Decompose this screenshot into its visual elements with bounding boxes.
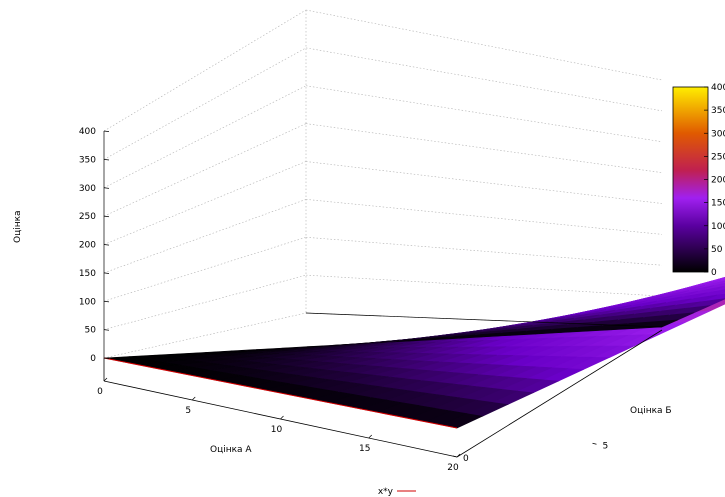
colorbox-gradient (672, 86, 709, 273)
grid-line (305, 161, 663, 204)
x-tick-label: 15 (359, 444, 370, 454)
x-tick-label: 10 (271, 425, 283, 435)
colorbox-tick-label: 100 (711, 222, 725, 232)
grid-line (305, 236, 663, 266)
x-tick-mark (192, 396, 196, 401)
z-tick-mark (103, 357, 110, 359)
z-tick-mark (103, 187, 110, 189)
grid-line (305, 9, 663, 81)
y-tick-label: 5 (603, 441, 609, 451)
z-tick-mark (103, 272, 110, 274)
colorbox: 0 50 100 150 200 250 300 350 400 (672, 83, 725, 278)
surface-edge-line (103, 357, 458, 429)
z-tick-mark (103, 300, 110, 303)
grid-line (103, 236, 307, 302)
y-tick-label: 0 (463, 454, 469, 464)
z-tick-label: 100 (79, 297, 96, 307)
z-tick-mark (103, 130, 110, 132)
grid-line (103, 123, 307, 217)
grid-line (103, 85, 307, 189)
y-tick-mark (592, 442, 597, 445)
legend-label: x*y (378, 487, 394, 497)
z-tick-label: 350 (79, 155, 96, 165)
x-tick-mark (280, 415, 284, 420)
grid-line (305, 199, 663, 235)
colorbox-tick-label: 400 (711, 83, 725, 93)
grid-line (103, 274, 307, 330)
z-axis-label: Оцінка (13, 210, 23, 243)
grid-line (305, 47, 663, 112)
colorbox-tick-label: 350 (711, 106, 725, 116)
z-tick-label: 250 (79, 212, 96, 222)
x-tick-label: 5 (185, 406, 191, 416)
grid-line (103, 199, 307, 274)
grid-lines (103, 9, 663, 359)
z-tick-mark (103, 329, 110, 331)
x-tick-mark (368, 434, 372, 439)
z-tick-mark (103, 159, 110, 161)
x-tick-mark (456, 453, 461, 458)
grid-line (103, 161, 307, 245)
grid-line (103, 9, 307, 132)
y-axis-label: Оцінка Б (630, 406, 672, 416)
z-tick-label: 200 (79, 241, 96, 251)
z-tick-label: 0 (90, 354, 96, 364)
x-tick-mark (103, 377, 108, 382)
y-axis-line (456, 329, 663, 458)
x-axis-label: Оцінка А (210, 445, 252, 455)
colorbox-tick-label: 200 (711, 176, 725, 186)
colorbox-tick-label: 150 (711, 199, 725, 209)
grid-line (103, 47, 307, 160)
grid-line (103, 312, 307, 359)
z-tick-label: 150 (79, 269, 96, 279)
back-floor-edge (305, 312, 663, 328)
colorbox-tick-label: 250 (711, 152, 725, 162)
colorbox-ticks: 0 50 100 150 200 250 300 350 400 (704, 83, 725, 278)
grid-line (305, 85, 663, 143)
x-tick-label: 20 (447, 463, 459, 473)
y-tick-mark (452, 455, 458, 458)
axes: 0501001502002503003504000510152005101520 (79, 127, 663, 473)
z-tick-mark (103, 215, 110, 218)
colorbox-tick-label: 50 (711, 245, 723, 255)
z-tick-label: 300 (79, 184, 96, 194)
colorbox-tick-label: 0 (711, 268, 717, 278)
grid-line (305, 274, 663, 297)
z-tick-label: 400 (79, 127, 96, 137)
surface-mesh (103, 276, 725, 429)
legend: x*y (378, 487, 416, 497)
colorbox-tick-label: 300 (711, 129, 725, 139)
grid-line (305, 123, 663, 173)
z-tick-mark (103, 244, 110, 246)
x-tick-label: 0 (97, 387, 103, 397)
z-tick-label: 50 (85, 326, 97, 336)
